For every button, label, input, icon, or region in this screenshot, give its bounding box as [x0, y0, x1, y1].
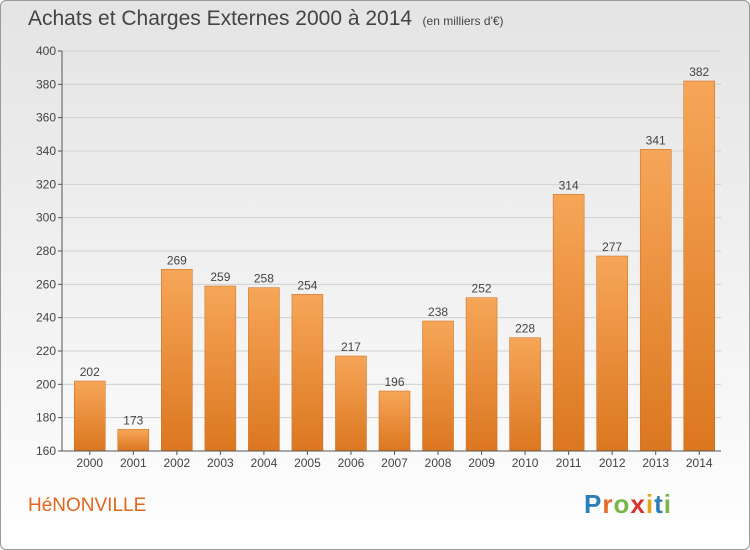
x-tick-label: 2010 [512, 456, 539, 470]
x-tick-label: 2007 [381, 456, 408, 470]
logo-letter: i [645, 489, 655, 519]
y-tick-label: 220 [36, 344, 56, 358]
proxiti-logo: Proxiti [584, 489, 672, 520]
data-label: 314 [559, 178, 579, 192]
bar [596, 255, 628, 452]
axes: 160 180 200 220 240 260 280 300 320 340 360 380 400 2… [36, 44, 721, 470]
logo-letter: i [663, 489, 672, 519]
y-tick-label: 320 [36, 177, 56, 191]
x-tick-label: 2013 [642, 456, 669, 470]
data-label: 238 [428, 305, 448, 319]
bar [335, 355, 367, 452]
data-labels: 202 173 269 259 258 254 217 196 238 252 228 314 277 3… [80, 65, 710, 427]
logo-letter: t [654, 489, 664, 519]
y-tick-label: 380 [36, 77, 56, 91]
bar [683, 80, 715, 452]
logo-letter: r [602, 489, 614, 519]
data-label: 252 [472, 282, 492, 296]
data-label: 341 [646, 133, 666, 147]
data-label: 382 [689, 65, 709, 79]
x-tick-label: 2014 [686, 456, 713, 470]
x-tick-label: 2011 [556, 456, 582, 470]
x-tick-label: 2000 [76, 456, 103, 470]
bar [117, 429, 150, 452]
logo-letter: o [613, 489, 631, 519]
y-tick-label: 360 [36, 111, 56, 125]
y-tick-label: 200 [36, 377, 56, 391]
unit-note: (en milliers d'€) [422, 14, 504, 28]
bar [378, 390, 411, 452]
y-tick-label: 400 [36, 44, 56, 58]
bar [639, 149, 672, 452]
x-tick-label: 2012 [599, 456, 626, 470]
data-label: 269 [167, 253, 187, 267]
chart-title: Achats et Charges Externes 2000 à 2014 (… [28, 7, 504, 31]
y-tick-label: 160 [36, 444, 56, 458]
x-tick-label: 2002 [163, 456, 190, 470]
y-tick-label: 240 [36, 311, 56, 325]
bar [465, 297, 498, 452]
bar [509, 337, 541, 452]
y-tick-label: 280 [36, 244, 56, 258]
bar [422, 320, 454, 452]
x-tick-label: 2001 [120, 456, 147, 470]
bar [552, 194, 585, 452]
x-tick-label: 2003 [207, 456, 234, 470]
data-label: 259 [210, 270, 230, 284]
x-tick-label: 2005 [294, 456, 321, 470]
data-label: 258 [254, 272, 274, 286]
y-tick-label: 180 [36, 411, 56, 425]
title-text: Achats et Charges Externes 2000 à 2014 [28, 7, 413, 30]
data-label: 202 [80, 365, 100, 379]
x-tick-label: 2009 [468, 456, 495, 470]
bar [291, 294, 324, 452]
y-tick-label: 340 [36, 144, 56, 158]
y-tick-label: 260 [36, 277, 56, 291]
data-label: 196 [384, 375, 404, 389]
x-tick-label: 2004 [251, 456, 278, 470]
data-label: 228 [515, 322, 535, 336]
x-tick-label: 2006 [338, 456, 365, 470]
y-tick-label: 300 [36, 211, 56, 225]
bar [74, 380, 106, 452]
data-label: 254 [297, 278, 317, 292]
bars [74, 80, 715, 452]
data-label: 173 [123, 413, 143, 427]
bar [204, 285, 237, 452]
data-label: 277 [602, 240, 622, 254]
logo-letter: x [630, 489, 646, 519]
bar [161, 269, 193, 452]
data-label: 217 [341, 340, 361, 354]
commune-name: HéNONVILLE [28, 495, 147, 516]
logo-letter: P [584, 489, 603, 519]
bar [248, 287, 280, 452]
x-tick-label: 2008 [425, 456, 452, 470]
